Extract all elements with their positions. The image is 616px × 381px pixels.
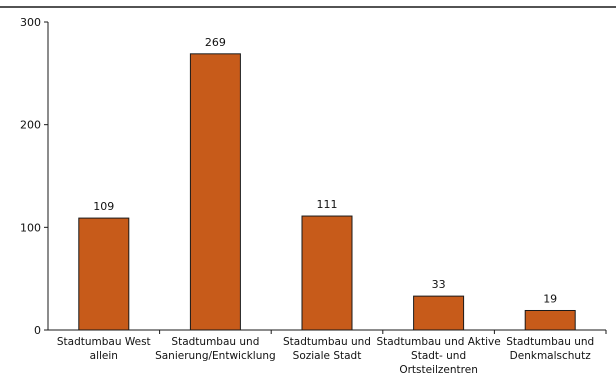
y-tick-label: 200	[20, 119, 41, 132]
category-label-line: Stadtumbau und Aktive	[376, 336, 500, 348]
category-label-line: Sanierung/Entwicklung	[155, 350, 276, 362]
category-label-line: Ortsteilzentren	[399, 364, 478, 376]
bar	[189, 53, 241, 331]
category-label: Stadtumbau West allein	[57, 336, 151, 362]
category-label-line: Stadtumbau und	[171, 336, 259, 348]
category-label-line: allein	[90, 350, 118, 362]
bar	[413, 295, 465, 331]
category-label: Stadtumbau und Aktive Stadt- und Ortsteilz…	[376, 336, 500, 376]
y-tick-label: 100	[20, 221, 41, 234]
category-label: Stadtumbau und Soziale Stadt	[283, 336, 371, 362]
category-label: Stadtumbau und Sanierung/Entwicklung	[155, 336, 276, 362]
category-label-line: Stadtumbau und	[506, 336, 594, 348]
category-label-line: Soziale Stadt	[293, 350, 362, 362]
category-label: Stadtumbau und Denkmalschutz	[506, 336, 594, 362]
bar-value-label: 19	[543, 292, 557, 305]
bar	[524, 309, 576, 331]
category-label-line: Stadtumbau und	[283, 336, 371, 348]
y-tick-label: 300	[20, 16, 41, 29]
bar-value-label: 33	[432, 278, 446, 291]
bar-value-label: 111	[317, 198, 338, 211]
bar	[78, 217, 130, 331]
bar-value-label: 269	[205, 36, 226, 49]
y-tick-label: 0	[34, 324, 41, 337]
category-label-line: Stadt- und	[411, 350, 466, 362]
category-label-line: Denkmalschutz	[510, 350, 592, 362]
bar	[301, 215, 353, 331]
category-label-line: Stadtumbau West	[57, 336, 151, 348]
bar-value-label: 109	[93, 200, 114, 213]
